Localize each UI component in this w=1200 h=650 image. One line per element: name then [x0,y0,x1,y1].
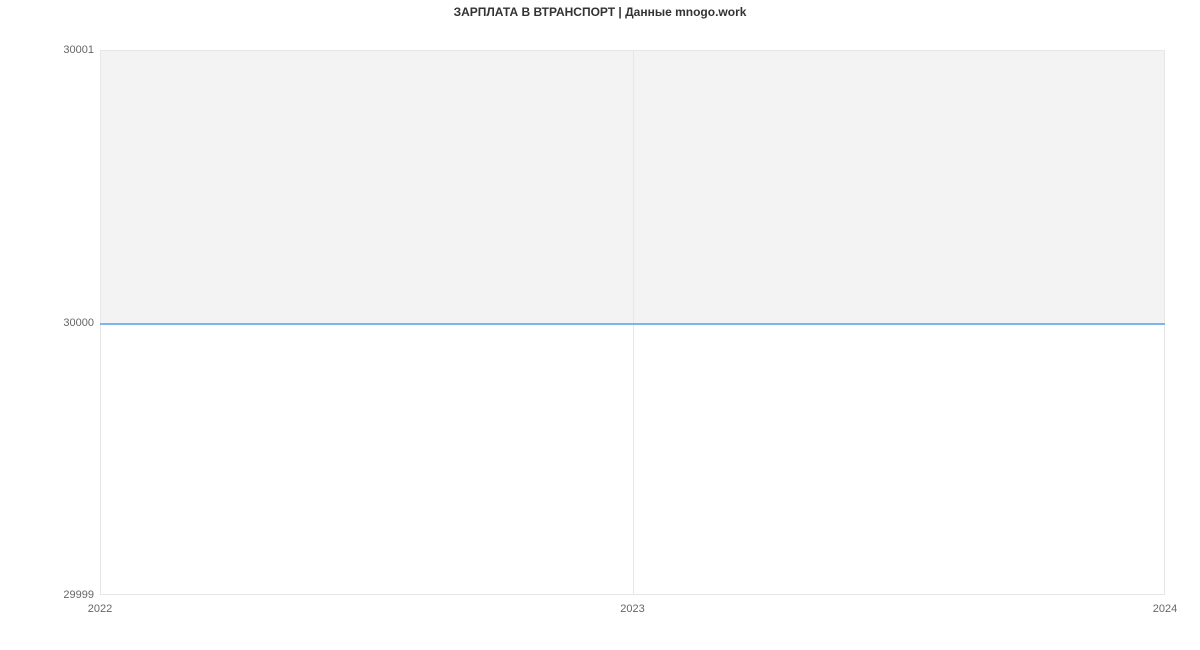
y-tick-label: 30000 [0,317,94,329]
series-salary-line [100,323,1165,325]
chart-title: ЗАРПЛАТА В ВТРАНСПОРТ | Данные mnogo.wor… [0,5,1200,19]
chart-container: ЗАРПЛАТА В ВТРАНСПОРТ | Данные mnogo.wor… [0,0,1200,650]
y-tick-label: 30001 [0,44,94,56]
x-tick-label: 2024 [1153,603,1177,615]
y-tick-label: 29999 [0,589,94,601]
x-tick-label: 2022 [88,603,112,615]
x-tick-label: 2023 [620,603,644,615]
